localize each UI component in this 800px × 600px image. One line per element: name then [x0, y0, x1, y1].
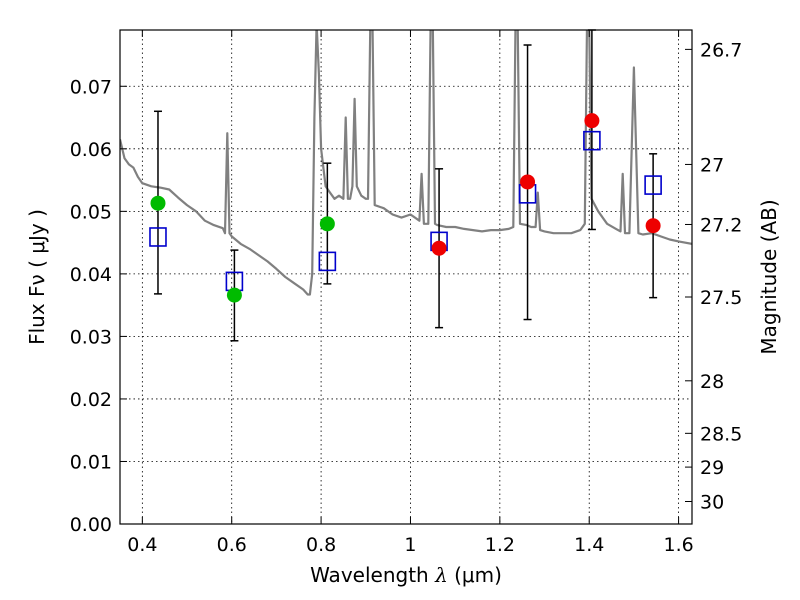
y-tick-label: 0.03	[70, 326, 112, 348]
y2-tick-label: 28.5	[700, 423, 742, 445]
observed-photometry-point	[645, 218, 661, 234]
x-axis-title: Wavelength λ (μm)	[310, 563, 502, 587]
y-tick-label: 0.01	[70, 451, 112, 473]
plot-frame	[119, 29, 693, 525]
y-tick-label: 0.06	[70, 139, 112, 161]
y2-tick-label: 29	[700, 457, 724, 479]
y2-tick-label: 28	[700, 371, 724, 393]
y2-tick-label: 27	[700, 154, 724, 176]
x-tick-label: 0.4	[127, 534, 157, 556]
y2-tick-label: 27.2	[700, 214, 742, 236]
x-tick-label: 1.4	[574, 534, 604, 556]
y-tick-label: 0.00	[70, 514, 112, 536]
y2-axis-title: Magnitude (AB)	[757, 199, 781, 354]
y2-tick-label: 26.7	[700, 39, 742, 61]
y-tick-label: 0.04	[70, 264, 112, 286]
model-photometry-box	[644, 175, 662, 195]
observed-photometry-point	[431, 240, 447, 256]
y2-tick-label: 30	[700, 491, 724, 513]
observed-photometry-point	[150, 195, 166, 211]
x-tick-label: 1.2	[485, 534, 515, 556]
x-tick-label: 0.8	[306, 534, 336, 556]
x-tick-label: 1	[404, 534, 416, 556]
y2-axis: 26.7 27 27.2 27.5 28 28.5 29 30	[685, 39, 742, 513]
model-photometry-box	[318, 251, 337, 272]
observed-photometry-point	[584, 113, 600, 129]
model-photometry-box	[149, 227, 167, 247]
y2-tick-label: 27.5	[700, 287, 742, 309]
x-axis: 0.4 0.6 0.8 1 1.2 1.4 1.6	[127, 30, 694, 556]
grid	[120, 30, 692, 525]
model-photometry-box	[583, 130, 601, 151]
observed-photometry-point	[226, 287, 242, 303]
y-axis: 0.00 0.01 0.02 0.03 0.04 0.05 0.06 0.07	[70, 76, 127, 536]
observed-photometry-point	[520, 174, 536, 190]
y-tick-label: 0.07	[70, 76, 112, 98]
observed-photometry-point	[319, 216, 335, 232]
spectrum-layer	[120, 30, 692, 296]
x-tick-label: 0.6	[217, 534, 247, 556]
model-spectrum-line	[120, 30, 692, 296]
y-axis-title: Flux Fν ( μJy )	[25, 209, 49, 345]
y-tick-label: 0.02	[70, 389, 112, 411]
x-tick-label: 1.6	[663, 534, 693, 556]
y-tick-label: 0.05	[70, 201, 112, 223]
